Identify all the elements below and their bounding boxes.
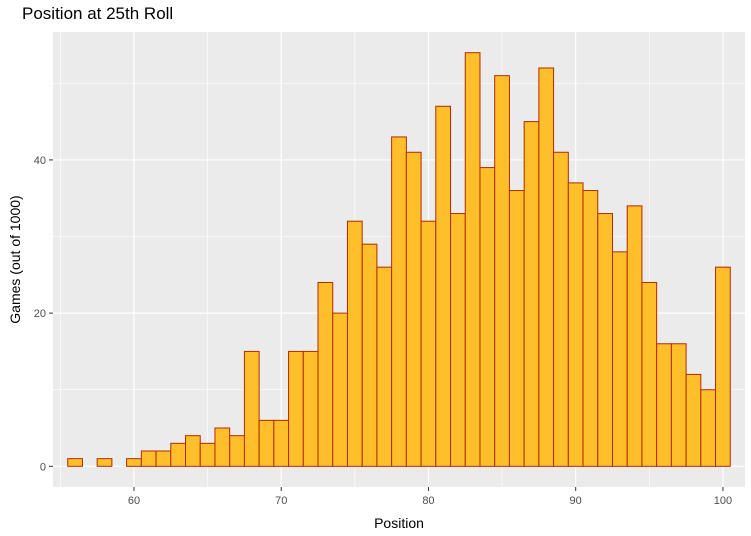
histogram-bar	[199, 442, 216, 467]
y-tick-label: 40	[34, 155, 46, 167]
histogram-bar	[435, 105, 452, 467]
histogram-bar	[450, 213, 466, 467]
histogram-bar	[670, 343, 687, 467]
histogram-bar	[700, 389, 717, 467]
histogram-bar	[96, 458, 113, 467]
x-axis: 60 70 80 90 100	[128, 487, 732, 507]
histogram-bar	[582, 190, 599, 467]
histogram-bar	[346, 220, 363, 467]
histogram-bar	[405, 151, 422, 467]
histogram-bar	[420, 220, 437, 467]
histogram-bar	[656, 343, 672, 467]
histogram-bar	[523, 121, 540, 467]
histogram-bar	[611, 251, 628, 467]
histogram-bar	[553, 151, 569, 467]
histogram-bar	[214, 427, 231, 467]
histogram-bar	[508, 190, 525, 467]
histogram-bar	[302, 350, 319, 467]
x-tick-label: 90	[570, 495, 582, 507]
histogram-bar	[464, 52, 481, 467]
histogram-bar	[715, 266, 731, 467]
histogram-bar	[567, 182, 584, 467]
histogram-bar	[67, 458, 83, 467]
histogram-bar	[273, 419, 290, 467]
histogram-bar	[243, 350, 260, 467]
histogram-bar	[626, 205, 643, 467]
y-axis-title: Games (out of 1000)	[7, 195, 23, 323]
histogram-bar	[361, 243, 378, 467]
bars	[67, 52, 731, 467]
histogram-bar	[140, 450, 157, 467]
histogram-bar	[170, 442, 187, 467]
histogram-bar	[685, 373, 702, 467]
histogram-bar	[479, 167, 496, 467]
x-tick-label: 80	[422, 495, 434, 507]
y-tick-label: 0	[40, 461, 46, 473]
histogram-bar	[597, 213, 613, 467]
histogram-bar	[317, 281, 334, 467]
x-tick-label: 70	[275, 495, 287, 507]
y-tick-label: 20	[34, 308, 46, 320]
histogram-bar	[494, 75, 510, 467]
y-axis: 0 20 40	[34, 155, 53, 473]
histogram-bar	[185, 435, 201, 467]
histogram-bar	[376, 266, 393, 467]
histogram-bar	[391, 136, 407, 467]
histogram-bar	[229, 435, 245, 467]
x-tick-label: 60	[128, 495, 140, 507]
histogram-bar	[641, 281, 658, 467]
histogram-bar	[288, 350, 304, 467]
histogram-bar	[258, 419, 275, 467]
chart-title: Position at 25th Roll	[22, 4, 174, 23]
histogram-bar	[538, 67, 555, 467]
x-tick-label: 100	[714, 495, 732, 507]
x-axis-title: Position	[374, 515, 424, 531]
histogram-bar	[332, 312, 348, 467]
histogram-bar	[126, 458, 142, 467]
histogram-bar	[155, 450, 172, 467]
